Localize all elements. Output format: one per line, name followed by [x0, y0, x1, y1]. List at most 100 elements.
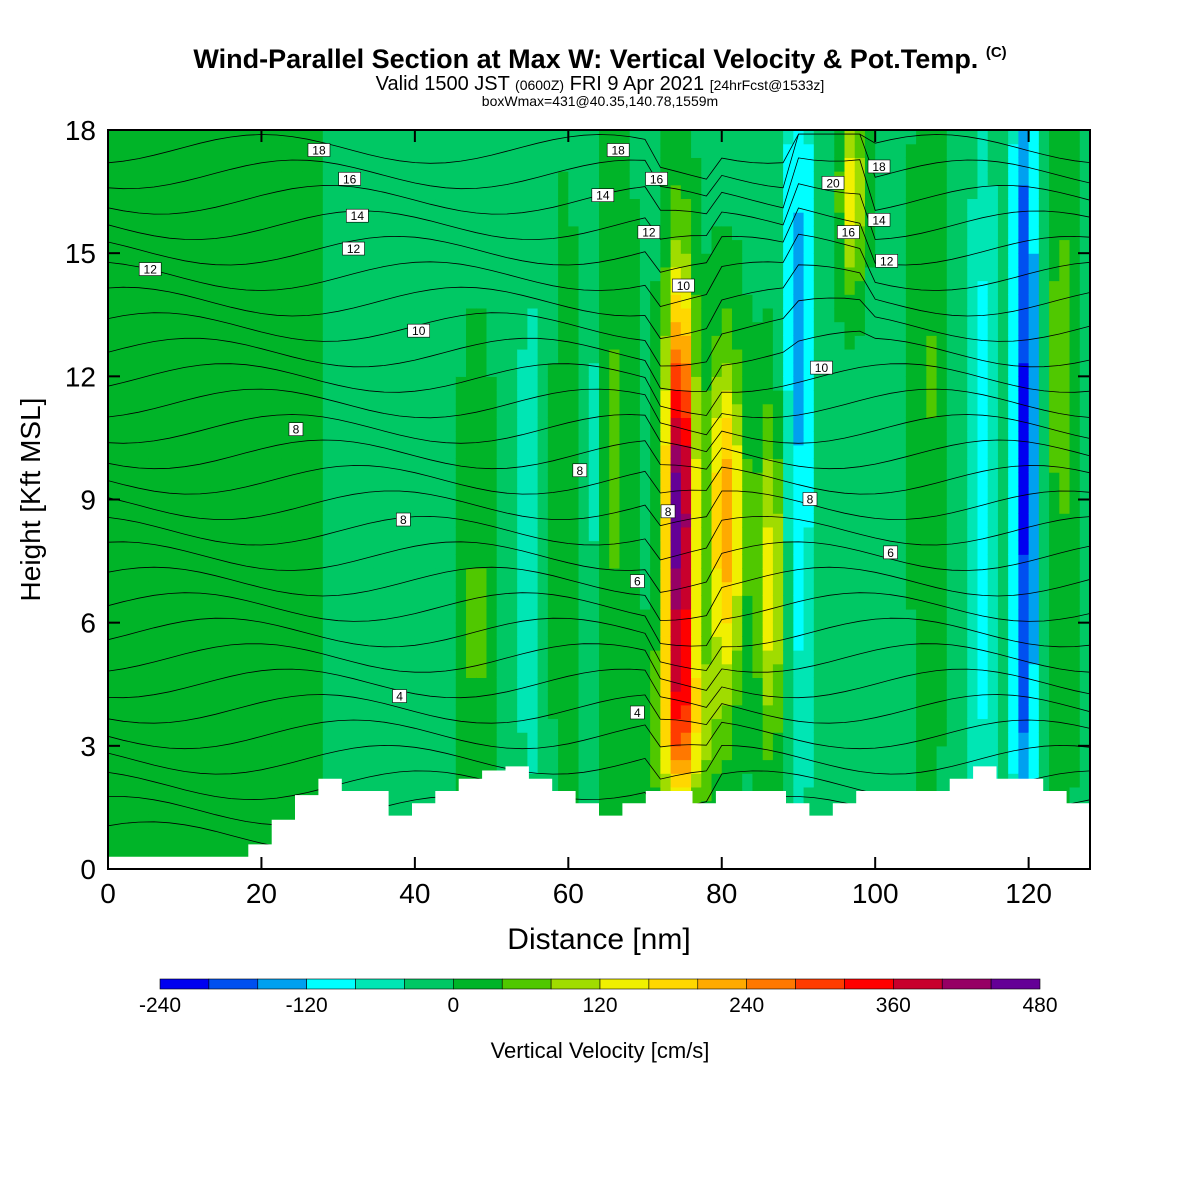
w-cell: [844, 691, 856, 706]
w-cell: [476, 157, 488, 172]
w-cell: [517, 403, 528, 418]
w-cell: [128, 417, 140, 432]
w-cell: [138, 376, 150, 391]
w-cell: [240, 157, 252, 172]
w-cell: [261, 225, 273, 241]
w-cell: [486, 718, 498, 733]
w-cell: [200, 280, 211, 295]
w-cell: [108, 266, 119, 282]
w-cell: [200, 773, 211, 788]
w-cell: [772, 567, 784, 583]
w-cell: [159, 431, 170, 446]
w-cell: [1008, 608, 1019, 624]
w-cell: [240, 253, 252, 268]
w-cell: [210, 704, 222, 720]
w-cell: [824, 225, 835, 241]
w-cell: [916, 143, 927, 158]
w-cell: [537, 198, 549, 213]
w-cell: [343, 759, 355, 774]
w-cell: [322, 554, 334, 569]
w-cell: [189, 253, 201, 268]
w-cell: [363, 321, 375, 336]
w-cell: [159, 376, 170, 391]
w-cell: [783, 417, 794, 432]
w-cell: [240, 691, 252, 706]
w-cell: [148, 280, 160, 295]
w-cell: [547, 307, 559, 323]
w-cell: [824, 554, 835, 569]
w-cell: [537, 636, 549, 651]
w-cell: [813, 704, 825, 720]
w-cell: [670, 362, 682, 377]
w-cell: [762, 143, 774, 158]
w-cell: [711, 458, 723, 473]
w-cell: [977, 184, 989, 200]
w-cell: [639, 307, 651, 323]
w-cell: [895, 198, 907, 213]
w-cell: [128, 636, 140, 651]
w-cell: [885, 636, 897, 651]
w-cell: [926, 458, 938, 473]
w-cell: [108, 841, 119, 856]
w-cell: [230, 499, 242, 514]
w-cell: [517, 472, 528, 487]
w-cell: [414, 691, 426, 706]
w-cell: [128, 581, 140, 596]
w-cell: [691, 225, 702, 241]
w-cell: [568, 499, 580, 514]
w-cell: [650, 526, 661, 542]
w-cell: [864, 499, 876, 514]
w-cell: [373, 718, 385, 733]
w-cell: [394, 198, 406, 213]
w-cell: [875, 431, 887, 446]
w-cell: [844, 390, 856, 405]
w-cell: [864, 677, 876, 692]
w-cell: [261, 499, 273, 514]
w-cell: [824, 266, 835, 282]
w-cell: [957, 540, 968, 555]
w-cell: [425, 130, 436, 145]
w-cell: [895, 307, 907, 323]
w-cell: [148, 198, 160, 213]
w-cell: [200, 253, 211, 268]
w-cell: [885, 294, 897, 309]
w-cell: [312, 417, 324, 432]
w-cell: [588, 499, 600, 514]
w-cell: [353, 143, 365, 158]
w-cell: [916, 595, 927, 610]
w-cell: [128, 239, 140, 254]
w-cell: [967, 212, 979, 227]
w-cell: [322, 540, 334, 555]
w-cell: [742, 253, 754, 268]
w-cell: [926, 526, 938, 542]
w-cell: [731, 376, 743, 391]
w-cell: [578, 622, 590, 637]
w-cell: [967, 704, 979, 720]
w-cell: [384, 595, 396, 610]
w-cell: [793, 554, 805, 569]
w-cell: [353, 157, 365, 172]
w-cell: [813, 485, 825, 501]
w-cell: [885, 130, 897, 145]
w-cell: [210, 827, 222, 843]
w-cell: [957, 253, 968, 268]
w-cell: [384, 786, 396, 802]
w-cell: [680, 732, 692, 747]
w-cell: [169, 704, 181, 720]
w-cell: [537, 335, 549, 350]
w-cell: [251, 348, 263, 364]
w-cell: [108, 540, 119, 555]
w-cell: [343, 677, 355, 692]
w-cell: [220, 650, 232, 665]
w-cell: [905, 513, 917, 528]
w-cell: [486, 143, 498, 158]
w-cell: [537, 239, 549, 254]
w-cell: [230, 650, 242, 665]
w-cell: [905, 526, 917, 542]
w-cell: [445, 581, 457, 596]
w-cell: [261, 745, 273, 761]
w-cell: [148, 841, 160, 856]
w-cell: [240, 307, 252, 323]
w-cell: [731, 225, 743, 241]
w-cell: [486, 677, 498, 692]
